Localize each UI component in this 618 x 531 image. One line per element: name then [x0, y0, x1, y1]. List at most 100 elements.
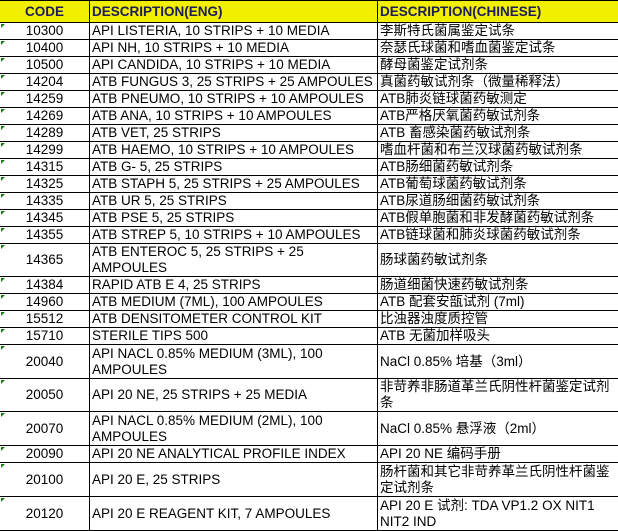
cell-code: 14384 [0, 277, 90, 294]
cell-code: 14204 [0, 74, 90, 91]
cell-chinese: ATB肠细菌药敏试剂条 [378, 159, 618, 176]
cell-chinese: NaCl 0.85% 悬浮液（2ml） [378, 412, 618, 446]
cell-chinese: API 20 E 试剂: TDA VP1.2 OX NIT1 NIT2 IND [378, 497, 618, 531]
cell-code: 14325 [0, 176, 90, 193]
cell-chinese: 肠球菌药敏试剂条 [378, 244, 618, 277]
cell-chinese: ATB 配套安瓿试剂 (7ml) [378, 294, 618, 311]
cell-eng: ATB DENSITOMETER CONTROL KIT [90, 311, 378, 328]
cell-code: 10400 [0, 40, 90, 57]
cell-eng: API 20 NE ANALYTICAL PROFILE INDEX [90, 446, 378, 463]
cell-eng: API 20 E, 25 STRIPS [90, 463, 378, 497]
cell-eng: STERILE TIPS 500 [90, 328, 378, 345]
cell-chinese: ATB 无菌加样吸头 [378, 328, 618, 345]
cell-code: 14335 [0, 193, 90, 210]
cell-chinese: API 20 NE 编码手册 [378, 446, 618, 463]
cell-chinese: ATB假单胞菌和非发酵菌药敏试剂条 [378, 210, 618, 227]
cell-chinese: ATB 畜感染菌药敏试剂条 [378, 125, 618, 142]
cell-eng: ATB ENTEROC 5, 25 STRIPS + 25 AMPOULES [90, 244, 378, 277]
cell-eng: ATB MEDIUM (7ML), 100 AMPOULES [90, 294, 378, 311]
cell-chinese: ATB尿道肠细菌药敏试剂条 [378, 193, 618, 210]
cell-chinese: 肠杆菌和其它非苛养革兰氏阴性杆菌鉴定试剂条 [378, 463, 618, 497]
cell-chinese: 非苛养非肠道革兰氏阴性杆菌鉴定试剂条 [378, 379, 618, 412]
cell-eng: ATB HAEMO, 10 STRIPS + 10 AMPOULES [90, 142, 378, 159]
cell-chinese: 李斯特氏菌属鉴定试条 [378, 23, 618, 40]
cell-code: 20070 [0, 412, 90, 446]
cell-chinese: 嗜血杆菌和布兰汉球菌药敏试剂条 [378, 142, 618, 159]
cell-code: 15710 [0, 328, 90, 345]
cell-eng: API 20 NE, 25 STRIPS + 25 MEDIA [90, 379, 378, 412]
cell-eng: ATB PSE 5, 25 STRIPS [90, 210, 378, 227]
header-chinese: DESCRIPTION(CHINESE) [378, 1, 618, 23]
header-row: CODE DESCRIPTION(ENG) DESCRIPTION(CHINES… [0, 1, 618, 23]
cell-code: 20050 [0, 379, 90, 412]
cell-code: 20120 [0, 497, 90, 531]
cell-eng: ATB STAPH 5, 25 STRIPS + 25 AMPOULES [90, 176, 378, 193]
cell-chinese: NaCl 0.85% 培基（3ml） [378, 345, 618, 379]
cell-eng: RAPID ATB E 4, 25 STRIPS [90, 277, 378, 294]
cell-eng: ATB G- 5, 25 STRIPS [90, 159, 378, 176]
cell-chinese: ATB肺炎链球菌药敏测定 [378, 91, 618, 108]
cell-eng: ATB ANA, 10 STRIPS + 10 AMPOULES [90, 108, 378, 125]
header-eng: DESCRIPTION(ENG) [90, 1, 378, 23]
cell-chinese: 比浊器浊度质控管 [378, 311, 618, 328]
cell-code: 14365 [0, 244, 90, 277]
cell-code: 14345 [0, 210, 90, 227]
cell-chinese: 真菌药敏试剂条（微量稀释法） [378, 74, 618, 91]
cell-code: 14259 [0, 91, 90, 108]
cell-code: 14315 [0, 159, 90, 176]
cell-code: 14289 [0, 125, 90, 142]
cell-eng: API CANDIDA, 10 STRIPS + 10 MEDIA [90, 57, 378, 74]
cell-chinese: 肠道细菌快速药敏试剂条 [378, 277, 618, 294]
cell-code: 15512 [0, 311, 90, 328]
cell-eng: API LISTERIA, 10 STRIPS + 10 MEDIA [90, 23, 378, 40]
cell-code: 14269 [0, 108, 90, 125]
cell-code: 14355 [0, 227, 90, 244]
cell-eng: ATB STREP 5, 10 STRIPS + 10 AMPOULES [90, 227, 378, 244]
cell-chinese: ATB链球菌和肺炎球菌药敏试剂条 [378, 227, 618, 244]
cell-eng: ATB UR 5, 25 STRIPS [90, 193, 378, 210]
cell-code: 20040 [0, 345, 90, 379]
cell-eng: API NACL 0.85% MEDIUM (2ML), 100 AMPOULE… [90, 412, 378, 446]
cell-chinese: ATB严格厌氧菌药敏试剂条 [378, 108, 618, 125]
cell-code: 10300 [0, 23, 90, 40]
cell-code: 14960 [0, 294, 90, 311]
cell-eng: ATB PNEUMO, 10 STRIPS + 10 AMPOULES [90, 91, 378, 108]
cell-chinese: ATB葡萄球菌药敏试剂条 [378, 176, 618, 193]
cell-eng: ATB FUNGUS 3, 25 STRIPS + 25 AMPOULES [90, 74, 378, 91]
cell-eng: API NACL 0.85% MEDIUM (3ML), 100 AMPOULE… [90, 345, 378, 379]
cell-chinese: 酵母菌鉴定试剂条 [378, 57, 618, 74]
cell-chinese: 奈瑟氏球菌和嗜血菌鉴定试条 [378, 40, 618, 57]
header-code: CODE [0, 1, 90, 23]
cell-code: 20090 [0, 446, 90, 463]
cell-code: 20100 [0, 463, 90, 497]
cell-code: 14299 [0, 142, 90, 159]
cell-eng: ATB VET, 25 STRIPS [90, 125, 378, 142]
cell-code: 10500 [0, 57, 90, 74]
cell-eng: API NH, 10 STRIPS + 10 MEDIA [90, 40, 378, 57]
